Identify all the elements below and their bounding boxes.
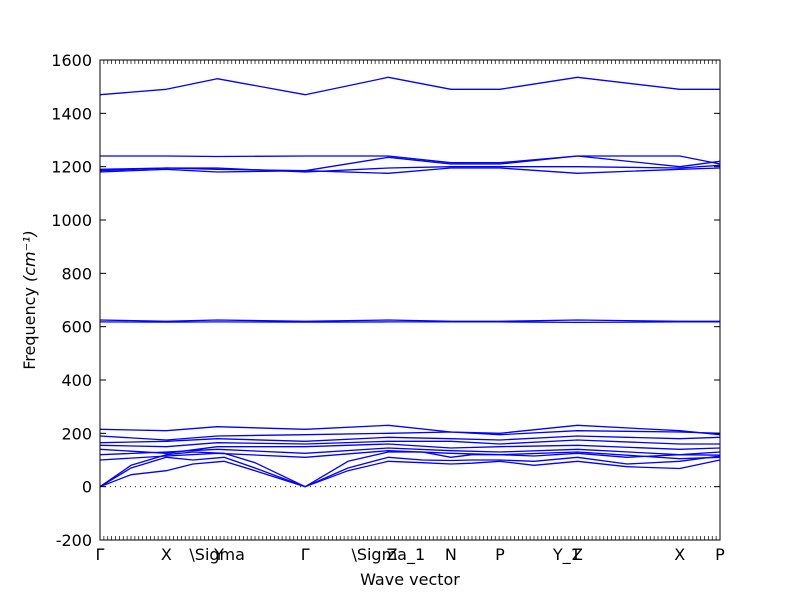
- y-tick-label: 200: [61, 424, 92, 443]
- series-line-6: [99, 443, 721, 454]
- y-tick-label: 1000: [51, 211, 92, 230]
- x-tick-label: N: [445, 545, 457, 564]
- x-tick-label: X: [161, 545, 172, 564]
- plot-area: [100, 60, 720, 540]
- plot-background: [100, 60, 720, 540]
- series-line-17: [99, 76, 720, 96]
- x-tick-label: Y: [213, 545, 224, 564]
- series-line-15: [99, 155, 721, 172]
- series-line-16: [100, 155, 721, 168]
- y-tick-label: 0: [82, 478, 92, 497]
- x-axis-label: Wave vector: [360, 570, 460, 589]
- y-axis-label-unit: (cm⁻¹): [20, 230, 39, 282]
- x-tick-label: P: [495, 545, 505, 564]
- x-tick-label: X: [674, 545, 685, 564]
- x-tick-label: Z: [572, 545, 583, 564]
- x-tick-label: Y_1: [552, 545, 581, 565]
- y-tick-label: 1600: [51, 51, 92, 70]
- x-tick-label: \Sigma_1: [351, 545, 425, 565]
- y-axis-ticks: -200 0 200 400 600 800 1000 1200 1400 1600: [51, 51, 720, 550]
- x-tick-label: P: [715, 545, 725, 564]
- y-axis-label: Frequency (cm⁻¹): [20, 230, 39, 369]
- series-line-1: [99, 459, 721, 488]
- x-tick-label: \Sigma: [189, 545, 245, 564]
- y-axis-label-text: Frequency: [20, 287, 39, 370]
- series-line-8: [99, 435, 721, 444]
- x-tick-label: Γ: [96, 545, 105, 564]
- y-tick-label: -200: [56, 531, 92, 550]
- y-tick-label: 400: [61, 371, 92, 390]
- series-line-9: [99, 430, 721, 441]
- y-tick-label: 1200: [51, 158, 92, 177]
- series-layer: [99, 76, 721, 488]
- y-tick-label: 800: [61, 264, 92, 283]
- series-line-13: [99, 167, 721, 174]
- x-tick-label: Z: [387, 545, 398, 564]
- series-line-10: [99, 424, 721, 436]
- series-line-2: [99, 455, 721, 488]
- series-line-12: [99, 321, 720, 324]
- x-tick-label: Γ: [301, 545, 310, 564]
- series-line-7: [99, 439, 720, 448]
- plot-frame: [99, 59, 721, 541]
- series-line-11: [99, 319, 720, 322]
- y-tick-label: 1400: [51, 104, 92, 123]
- y-tick-label: 600: [61, 318, 92, 337]
- series-line-4: [99, 450, 721, 461]
